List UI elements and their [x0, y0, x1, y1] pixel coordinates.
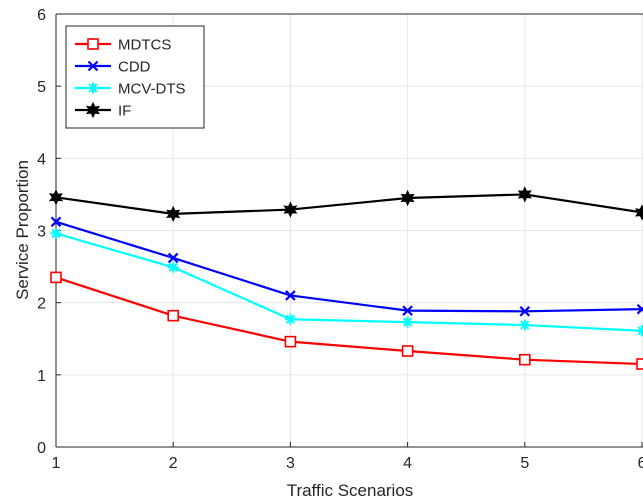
- series-cdd: [50, 216, 643, 317]
- data-point: [285, 290, 296, 301]
- data-point: [284, 335, 297, 348]
- data-point: [167, 261, 179, 273]
- data-point: [517, 186, 532, 203]
- legend-entry: IF: [75, 101, 131, 120]
- y-axis-title: Service Proportion: [13, 160, 32, 300]
- y-tick-label: 5: [37, 79, 46, 96]
- x-tick-label: 2: [169, 455, 178, 472]
- data-point: [634, 204, 643, 221]
- data-point: [166, 205, 181, 223]
- data-point: [519, 306, 531, 317]
- y-tick-label: 6: [37, 7, 46, 24]
- x-tick-label: 1: [52, 455, 61, 472]
- data-point: [636, 358, 643, 370]
- legend-marker: [87, 82, 99, 94]
- data-point: [519, 319, 531, 331]
- data-point: [283, 201, 298, 218]
- legend-entry: MCV-DTS: [75, 81, 186, 98]
- series-group: [48, 186, 643, 370]
- y-tick-label: 1: [37, 368, 46, 385]
- data-point: [284, 313, 296, 325]
- legend-marker: [87, 60, 99, 72]
- data-point: [50, 271, 62, 284]
- series-mcv-dts: [50, 227, 643, 337]
- data-point: [167, 309, 179, 322]
- y-tick-label: 0: [37, 440, 46, 457]
- data-point: [402, 316, 414, 328]
- y-tick-label: 4: [37, 151, 46, 168]
- legend-entry: MDTCS: [75, 37, 171, 54]
- series-line: [55, 193, 643, 215]
- data-point: [167, 252, 179, 264]
- data-point: [636, 303, 643, 315]
- data-point: [400, 189, 415, 207]
- x-tick-label: 5: [520, 455, 529, 472]
- series-mdtcs: [50, 271, 643, 370]
- data-point: [518, 353, 531, 366]
- data-point: [48, 189, 64, 206]
- legend-entry: CDD: [75, 59, 151, 76]
- data-point: [50, 216, 62, 228]
- data-point: [401, 345, 414, 357]
- y-tick-label: 3: [37, 224, 46, 241]
- x-axis-title: Traffic Scenarios: [287, 481, 414, 500]
- series-line: [55, 220, 643, 313]
- legend: MDTCS CDD MCV-DTS IF: [65, 25, 205, 129]
- series-line: [55, 232, 643, 332]
- data-point: [636, 325, 643, 337]
- legend-marker: [85, 101, 101, 119]
- series-line: [55, 276, 643, 366]
- x-tick-label: 4: [403, 455, 412, 472]
- legend-label: CDD: [118, 59, 151, 76]
- data-point: [50, 227, 62, 239]
- legend-label: MCV-DTS: [118, 81, 186, 98]
- x-tick-label: 3: [286, 455, 295, 472]
- legend-label: MDTCS: [118, 37, 171, 54]
- y-tick-label: 2: [37, 296, 46, 313]
- data-point: [402, 305, 413, 316]
- legend-label: IF: [118, 103, 131, 120]
- series-if: [48, 186, 643, 223]
- legend-marker: [87, 38, 99, 50]
- x-tick-label: 6: [638, 455, 643, 472]
